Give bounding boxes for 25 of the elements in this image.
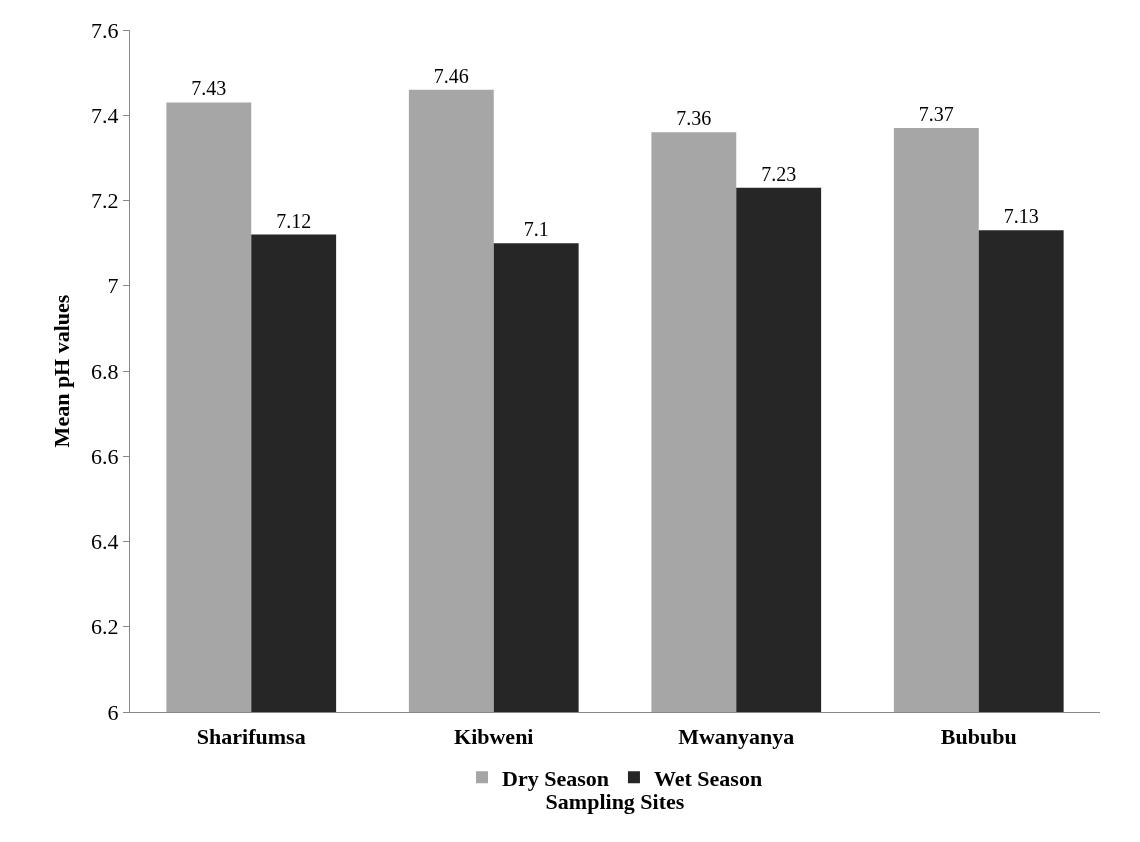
data-label: 7.23 [761,162,797,185]
x-axis-title: Sampling Sites [545,789,685,815]
y-tick-label: 7.2 [91,188,119,214]
y-tick-label: 7.6 [91,17,119,43]
y-tick-label: 6.4 [91,529,119,555]
y-tick-label: 7.4 [91,102,119,128]
x-tick-label: Bububu [940,724,1017,750]
data-label: 7.46 [433,64,469,87]
data-label: 7.13 [1003,205,1039,228]
legend-label: Wet Season [653,765,763,791]
y-tick-label: 6.8 [91,358,119,384]
data-label: 7.1 [523,218,549,241]
data-label: 7.37 [918,103,954,126]
data-label: 7.36 [676,107,712,130]
y-tick-label: 6 [107,699,119,725]
x-tick-label: Kibweni [454,724,534,750]
y-tick-label: 7 [107,273,119,299]
data-label: 7.12 [276,209,312,232]
legend-label: Dry Season [502,765,609,791]
x-tick-label: Sharifumsa [196,724,306,750]
x-tick-label: Mwanyanya [678,724,795,750]
y-tick-label: 6.6 [91,443,119,469]
y-tick-label: 6.2 [91,614,119,640]
data-label: 7.43 [191,77,227,100]
y-axis-title: Mean pH values [48,294,74,448]
